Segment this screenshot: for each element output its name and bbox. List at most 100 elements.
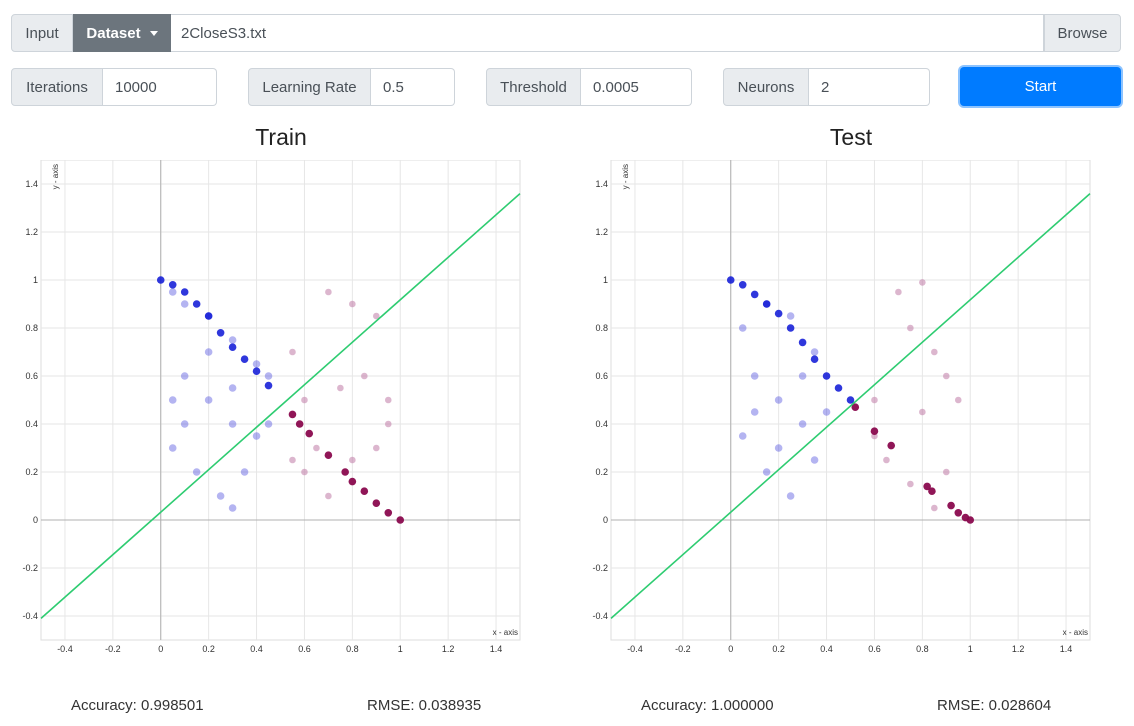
train-point-a	[168, 444, 177, 452]
test-point-b-arc	[966, 516, 975, 524]
test-rmse: RMSE: 0.028604	[937, 697, 1052, 714]
test-y-tick-label: 1.4	[595, 179, 608, 189]
train-x-tick-label: 0.2	[202, 644, 215, 654]
train-point-a	[228, 420, 237, 428]
train-point-a	[264, 420, 273, 428]
test-point-b	[919, 279, 926, 286]
train-point-b-arc	[324, 451, 333, 460]
train-y-tick-label: 0.4	[25, 419, 38, 429]
test-point-b-arc	[870, 427, 879, 436]
browse-button[interactable]: Browse	[1044, 14, 1121, 52]
iterations-input[interactable]: 10000	[103, 68, 217, 106]
test-point-a-arc	[822, 372, 831, 380]
train-rmse: RMSE: 0.038935	[367, 697, 482, 714]
test-x-tick-label: 1.4	[1060, 644, 1073, 654]
train-point-b	[349, 456, 356, 464]
test-point-a	[750, 408, 759, 416]
test-point-b	[931, 504, 938, 512]
neurons-input[interactable]: 2	[809, 68, 930, 106]
train-point-b	[361, 372, 368, 380]
dataset-dropdown-button[interactable]: Dataset	[73, 14, 171, 52]
train-chart-title: Train	[255, 124, 307, 150]
train-point-a-arc	[204, 312, 213, 320]
test-point-b-arc	[851, 403, 860, 411]
train-point-b-arc	[305, 429, 314, 438]
train-point-b	[325, 288, 332, 296]
test-point-b	[907, 480, 914, 488]
test-x-tick-label: 0	[728, 644, 733, 654]
test-point-a	[810, 348, 819, 356]
train-point-a-arc	[264, 381, 273, 390]
test-y-tick-label: 1	[603, 275, 608, 285]
train-y-tick-label: 0.2	[25, 467, 38, 477]
train-x-tick-label: 0.8	[346, 644, 359, 654]
test-point-a-arc	[762, 300, 771, 308]
train-point-a	[252, 432, 261, 440]
train-point-b-arc	[348, 477, 357, 486]
start-button[interactable]: Start	[960, 67, 1121, 106]
iterations-label: Iterations	[11, 68, 103, 106]
train-point-a-arc	[216, 329, 225, 337]
test-x-tick-label: -0.2	[675, 644, 691, 654]
test-point-a-arc	[774, 309, 783, 318]
test-point-b	[931, 348, 938, 356]
train-point-a-arc	[240, 355, 249, 363]
test-point-a-arc	[798, 338, 807, 347]
test-point-b	[943, 468, 950, 476]
test-y-tick-label: -0.2	[592, 563, 608, 573]
train-point-b	[337, 384, 344, 392]
learning-rate-label: Learning Rate	[248, 68, 371, 106]
learning-rate-input[interactable]: 0.5	[371, 68, 455, 106]
train-point-b-arc	[341, 468, 349, 476]
test-y-tick-label: 0.6	[595, 371, 608, 381]
test-point-a-arc	[834, 384, 843, 392]
test-x-axis-label: x - axis	[1063, 628, 1088, 637]
test-point-a	[798, 420, 807, 428]
test-point-a	[774, 396, 783, 404]
threshold-input[interactable]: 0.0005	[581, 68, 692, 106]
train-decision-boundary	[40, 193, 521, 619]
train-point-a	[264, 372, 273, 380]
train-point-a	[168, 288, 177, 296]
train-point-b-arc	[288, 410, 297, 419]
train-point-a-arc	[168, 281, 177, 289]
test-x-tick-label: 0.2	[772, 644, 785, 654]
train-point-b	[301, 396, 308, 404]
test-point-b	[883, 456, 890, 464]
train-point-a	[240, 468, 249, 476]
train-point-a	[228, 336, 237, 344]
test-x-tick-label: -0.4	[627, 644, 643, 654]
test-point-a-arc	[726, 276, 735, 284]
train-point-b-arc	[295, 420, 304, 428]
test-point-a	[738, 324, 747, 332]
train-point-a	[180, 300, 189, 308]
train-point-a	[228, 504, 237, 512]
train-x-tick-label: 1.4	[490, 644, 503, 654]
train-point-b	[325, 492, 332, 500]
test-x-tick-label: 0.4	[820, 644, 833, 654]
neurons-group: Neurons 2	[723, 68, 930, 106]
test-point-b-arc	[928, 487, 936, 496]
dataset-input-group: Input Dataset 2CloseS3.txt Browse	[11, 14, 1121, 52]
train-point-b	[289, 456, 296, 464]
train-point-b	[373, 444, 380, 452]
train-point-b	[301, 468, 308, 476]
test-scatter-plot: -0.4 -0.2 0 0.2 0.4 0.6 0.8 1 1.2 1.4 -0.4 -0.2 0 0.2…	[592, 160, 1091, 654]
test-point-a-arc	[846, 396, 855, 404]
neurons-label: Neurons	[723, 68, 809, 106]
file-name-field[interactable]: 2CloseS3.txt	[171, 14, 1044, 52]
threshold-group: Threshold 0.0005	[486, 68, 692, 106]
train-point-a	[216, 492, 225, 500]
train-x-tick-label: 1.2	[442, 644, 455, 654]
train-point-b-arc	[396, 516, 405, 524]
train-x-tick-label: 0.4	[250, 644, 263, 654]
test-y-tick-label: 0.8	[595, 323, 608, 333]
train-point-a	[192, 468, 201, 476]
test-x-tick-label: 0.8	[916, 644, 929, 654]
test-decision-boundary	[610, 193, 1091, 619]
caret-down-icon	[149, 30, 158, 36]
test-point-b-arc	[947, 501, 955, 510]
test-y-tick-label: 0.2	[595, 467, 608, 477]
test-y-tick-label: 0	[603, 515, 608, 525]
test-point-a-arc	[738, 281, 747, 289]
